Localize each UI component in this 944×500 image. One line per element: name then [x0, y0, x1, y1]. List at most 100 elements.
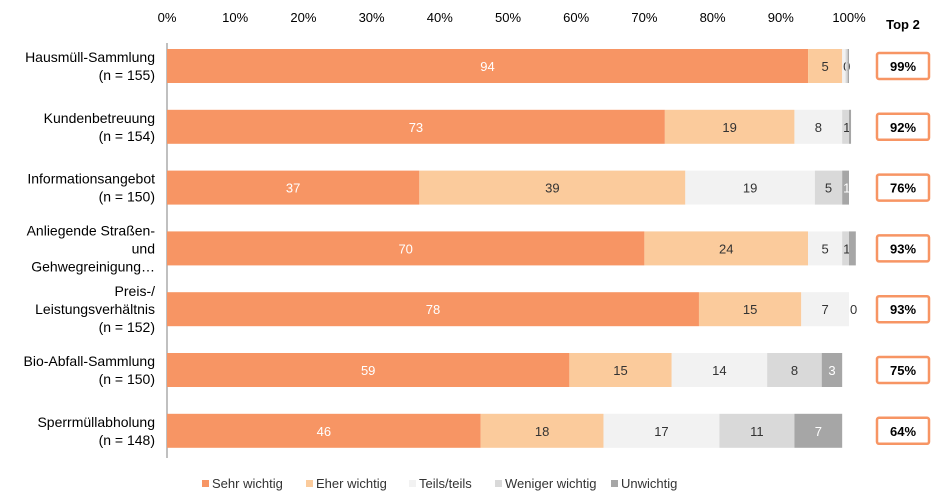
bar-segment: [603, 413, 720, 448]
bar-segment: [849, 231, 856, 266]
top2-value: 93%: [890, 302, 916, 317]
data-label: 3: [828, 363, 835, 378]
bar-segment: [842, 170, 849, 205]
data-label: 1: [843, 241, 850, 256]
data-label: 59: [361, 363, 375, 378]
category-label: und: [132, 240, 155, 256]
x-tick-label: 40%: [427, 10, 453, 25]
data-label: 78: [426, 302, 440, 317]
category-label: Informationsangebot: [27, 171, 155, 187]
data-label: 11: [750, 424, 764, 439]
top2-box: [875, 234, 931, 263]
category-labels: Hausmüll-Sammlung (n = 155) Kundenbetreuun…: [24, 49, 156, 448]
data-label: 19: [743, 181, 757, 196]
bar-segment: [167, 231, 645, 266]
legend-label: Unwichtig: [621, 476, 677, 491]
legend-swatch: [495, 480, 502, 487]
category-label: Leistungsverhältnis: [35, 301, 155, 317]
top2-value: 93%: [890, 241, 916, 256]
category-label: Anliegende Straßen-: [27, 222, 156, 238]
category-label: (n = 155): [99, 67, 155, 83]
bar-segment: [167, 292, 699, 327]
bar-segment: [842, 109, 849, 144]
bar-segment: [480, 413, 604, 448]
data-label: 5: [822, 59, 829, 74]
data-label: 24: [719, 241, 733, 256]
category-label: (n = 152): [99, 319, 155, 335]
legend-label: Teils/teils: [419, 476, 472, 491]
category-label: (n = 148): [99, 432, 155, 448]
bar-segment: [808, 49, 843, 83]
bar-segment: [167, 109, 665, 144]
bar-segment: [849, 109, 852, 144]
bar-segment: [698, 292, 802, 327]
legend-label: Eher wichtig: [316, 476, 387, 491]
top2-boxes: 99% 92% 76% 93% 93% 75% 64%: [875, 51, 931, 446]
top2-box: [875, 112, 931, 142]
x-tick-label: 100%: [832, 10, 866, 25]
top2-box: [875, 416, 931, 446]
data-label: 1: [843, 181, 850, 196]
category-label: (n = 150): [99, 189, 155, 205]
x-tick-label: 30%: [359, 10, 385, 25]
legend-swatch: [611, 480, 618, 487]
data-label: 70: [398, 241, 412, 256]
bar-segment: [794, 413, 843, 448]
x-axis-ticks: 0% 10% 20% 30% 40% 50% 60% 70% 80% 90% 100%: [158, 10, 866, 25]
bar-segment: [569, 353, 672, 387]
data-label: 73: [409, 120, 423, 135]
top2-box: [875, 173, 931, 202]
category-label: (n = 154): [99, 128, 155, 144]
data-label: 19: [722, 120, 736, 135]
category-label: Kundenbetreuung: [44, 110, 155, 126]
bar-segment: [842, 231, 849, 266]
top2-value: 64%: [890, 424, 916, 439]
legend-label: Sehr wichtig: [212, 476, 283, 491]
x-tick-label: 60%: [563, 10, 589, 25]
x-tick-label: 10%: [222, 10, 248, 25]
top2-box: [875, 294, 931, 324]
legend: Sehr wichtig Eher wichtig Teils/teils Wenig…: [202, 476, 677, 491]
data-label: 1: [843, 120, 850, 135]
x-tick-label: 70%: [631, 10, 657, 25]
data-label: 0: [850, 302, 857, 317]
data-label: 8: [791, 363, 798, 378]
bar-segment: [719, 413, 795, 448]
top2-header: Top 2: [886, 17, 920, 32]
legend-swatch: [202, 480, 209, 487]
top2-box: [875, 51, 931, 81]
top2-box: [875, 355, 931, 385]
x-tick-label: 90%: [768, 10, 794, 25]
data-label: 5: [822, 241, 829, 256]
legend-label: Weniger wichtig: [505, 476, 597, 491]
bar-segment: [167, 353, 570, 387]
bar-segment: [814, 170, 843, 205]
bar-segment: [167, 413, 481, 448]
legend-swatch: [409, 480, 416, 487]
bar-segment: [821, 353, 843, 387]
data-label: 5: [825, 181, 832, 196]
bar-segment: [767, 353, 822, 387]
bar-segment: [167, 170, 420, 205]
category-label: Gehwegreinigung…: [31, 258, 155, 274]
bar-segment: [644, 231, 809, 266]
bar-segment: [685, 170, 815, 205]
data-label: 8: [815, 120, 822, 135]
bar-segment: [664, 109, 795, 144]
data-label: 46: [317, 424, 331, 439]
data-label: 37: [286, 181, 300, 196]
legend-swatch: [306, 480, 313, 487]
top2-value: 99%: [890, 59, 916, 74]
bars: 9450731981373919517024517815705915148346…: [167, 49, 857, 448]
bar-segment: [845, 49, 848, 83]
x-tick-label: 0%: [158, 10, 177, 25]
bar-segment: [801, 292, 849, 327]
data-label: 18: [535, 424, 549, 439]
top2-value: 76%: [890, 181, 916, 196]
data-label: 15: [613, 363, 627, 378]
top2-value: 92%: [890, 120, 916, 135]
category-label: Hausmüll-Sammlung: [25, 49, 155, 65]
bar-segment: [671, 353, 768, 387]
bar-segment: [419, 170, 686, 205]
